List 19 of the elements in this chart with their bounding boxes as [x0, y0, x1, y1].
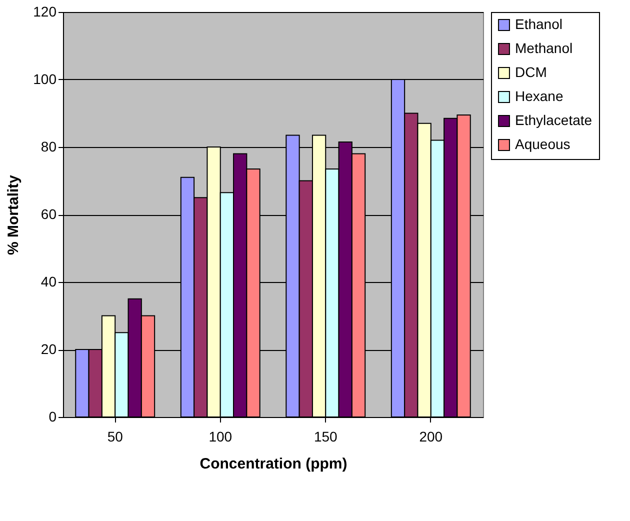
x-tick-label: 100 [208, 428, 232, 444]
y-tick-label: 20 [40, 341, 57, 357]
y-tick-label: 80 [40, 138, 57, 154]
x-axis-title: Concentration (ppm) [200, 456, 348, 472]
legend-label: DCM [515, 64, 547, 80]
legend-label: Aqueous [515, 136, 570, 152]
legend-label: Ethanol [515, 16, 562, 32]
legend-label: Hexane [515, 88, 564, 104]
x-tick-label: 150 [314, 428, 338, 444]
x-tick-label: 200 [419, 428, 443, 444]
x-tick-label: 50 [107, 428, 124, 444]
y-tick-label: 0 [48, 408, 57, 424]
legend-label: Ethylacetate [515, 112, 592, 128]
y-tick-label: 120 [33, 4, 57, 20]
legend-label: Methanol [515, 40, 573, 56]
y-tick-label: 40 [40, 274, 57, 290]
y-tick-label: 60 [40, 206, 57, 222]
y-tick-label: 100 [33, 71, 57, 87]
y-axis-title: % Mortality [5, 174, 22, 256]
